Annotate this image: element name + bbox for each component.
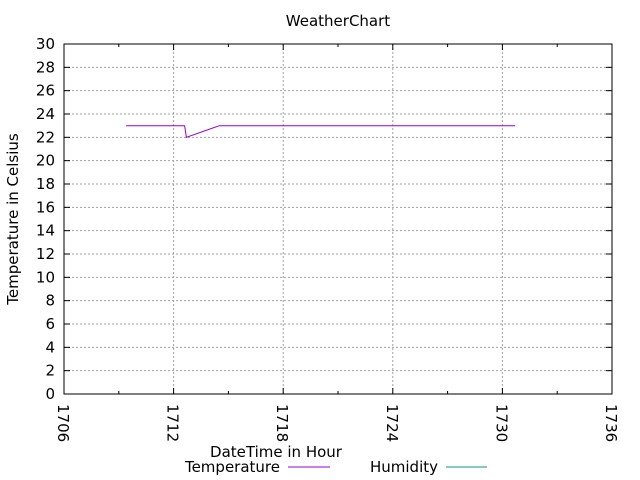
y-tick-label: 4 bbox=[45, 338, 55, 356]
x-tick-label: 1712 bbox=[164, 404, 182, 442]
y-tick-label: 30 bbox=[36, 35, 55, 53]
x-tick-label: 1736 bbox=[602, 404, 620, 442]
y-tick-label: 18 bbox=[36, 175, 55, 193]
y-tick-label: 10 bbox=[36, 268, 55, 286]
y-tick-label: 28 bbox=[36, 58, 55, 76]
series-line-temperature bbox=[126, 125, 516, 138]
y-axis-label: Temperature in Celsius bbox=[4, 133, 22, 306]
y-tick-label: 14 bbox=[36, 222, 55, 240]
grid-lines bbox=[64, 44, 612, 394]
x-tick-label: 1724 bbox=[383, 404, 401, 442]
y-tick-label: 12 bbox=[36, 245, 55, 263]
chart-title: WeatherChart bbox=[286, 12, 390, 30]
x-tick-label: 1718 bbox=[273, 404, 291, 442]
series-lines bbox=[126, 125, 516, 138]
y-tick-label: 26 bbox=[36, 82, 55, 100]
y-tick-label: 6 bbox=[45, 315, 55, 333]
y-tick-label: 22 bbox=[36, 128, 55, 146]
y-tick-label: 20 bbox=[36, 152, 55, 170]
y-tick-label: 2 bbox=[45, 362, 55, 380]
x-tick-label: 1730 bbox=[492, 404, 510, 442]
x-tick-labels: 1706 1712 1718 1724 1730 1736 bbox=[54, 404, 620, 442]
y-tick-label: 8 bbox=[45, 292, 55, 310]
legend: Temperature Humidity bbox=[184, 458, 487, 476]
y-tick-label: 0 bbox=[45, 385, 55, 403]
y-tick-label: 16 bbox=[36, 198, 55, 216]
axis-ticks bbox=[63, 43, 613, 395]
x-tick-label: 1706 bbox=[54, 404, 72, 442]
plot-frame bbox=[63, 43, 613, 395]
y-tick-label: 24 bbox=[36, 105, 55, 123]
legend-label-temperature: Temperature bbox=[184, 458, 280, 476]
legend-item-humidity: Humidity bbox=[370, 458, 487, 476]
x-axis-label: DateTime in Hour bbox=[210, 443, 343, 461]
legend-label-humidity: Humidity bbox=[370, 458, 438, 476]
legend-item-temperature: Temperature bbox=[184, 458, 330, 476]
